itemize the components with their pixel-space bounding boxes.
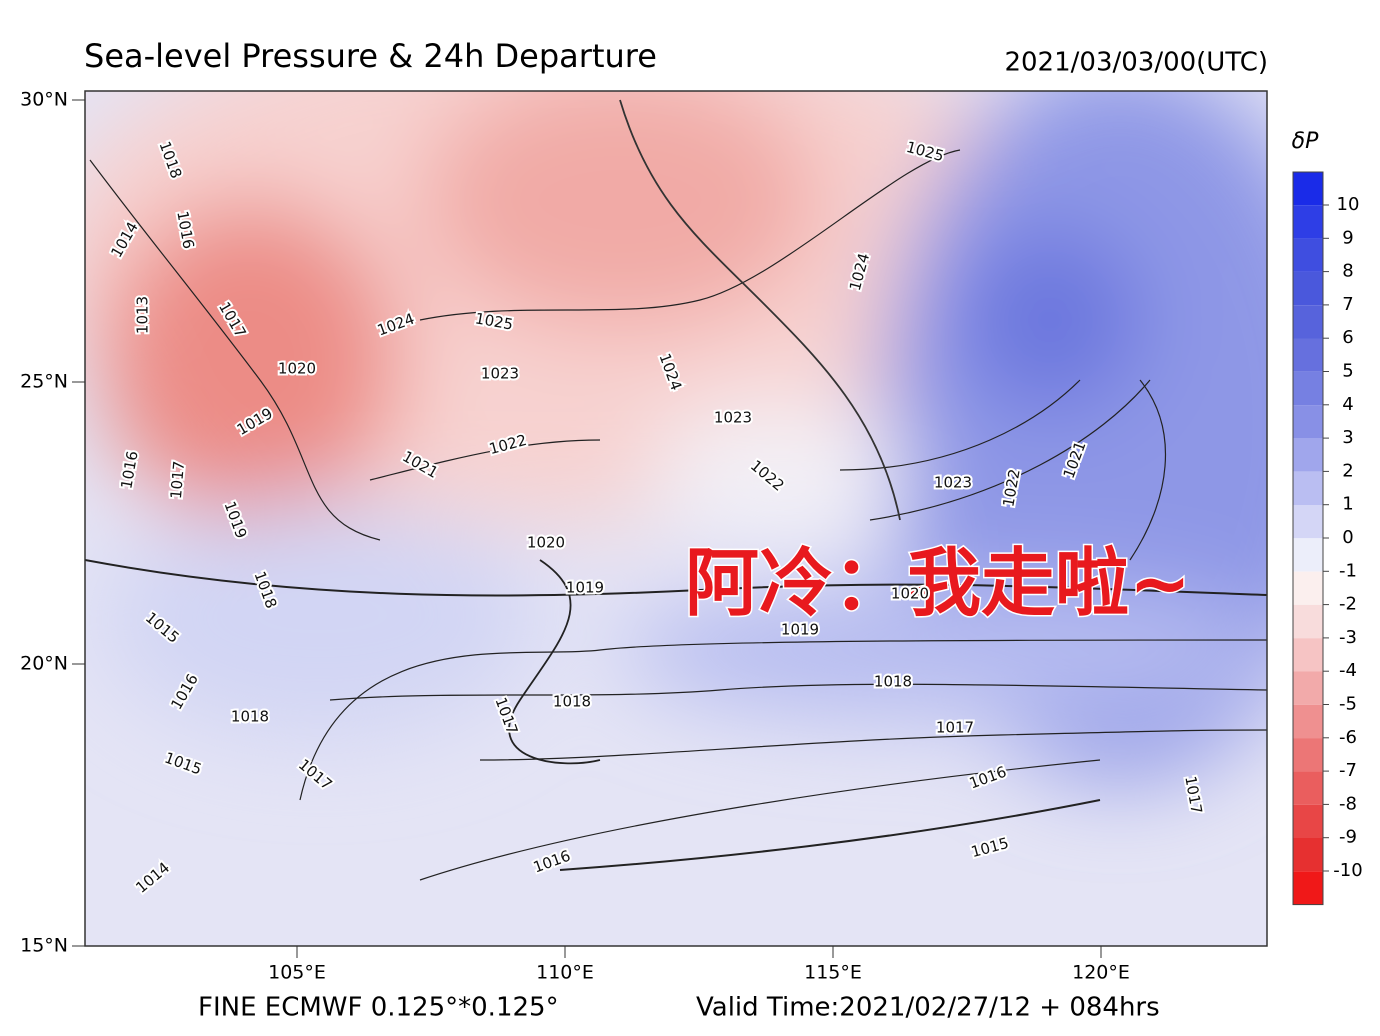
colorbar-tick-label: -7 [1339, 760, 1357, 781]
lon-label: 115°E [804, 962, 862, 984]
colorbar-tick-label: -2 [1339, 594, 1357, 615]
colorbar-tick-label: 8 [1342, 261, 1353, 282]
contour-label: 1019 [566, 579, 604, 597]
contour-label: 1019 [781, 621, 819, 639]
colorbar-tick-label: -9 [1339, 827, 1357, 848]
contour-label: 1020 [527, 534, 565, 552]
map-field [85, 91, 1267, 946]
colorbar-swatch [1293, 371, 1323, 406]
departure-shading [85, 91, 1267, 780]
lat-label: 25°N [20, 371, 68, 393]
colorbar-tick-label: 10 [1337, 194, 1360, 215]
map-frame [84, 90, 1268, 947]
footer-left: FINE ECMWF 0.125°*0.125° [198, 993, 559, 1023]
colorbar-tick-label: 1 [1342, 494, 1353, 515]
colorbar-swatch [1293, 604, 1323, 639]
colorbar-swatch [1293, 238, 1323, 272]
colorbar-swatch [1293, 571, 1323, 605]
colorbar-tick-label: -1 [1339, 560, 1357, 581]
colorbar-swatch [1293, 505, 1323, 539]
colorbar-tick-label: 6 [1342, 327, 1353, 348]
colorbar-tick-label: 0 [1342, 527, 1353, 548]
contour-label: 1020 [278, 360, 316, 378]
date: 2021/03/03/00(UTC) [1004, 48, 1268, 78]
contour-label: 1020 [891, 585, 929, 603]
contour-label: 1018 [231, 708, 269, 726]
colorbar-swatch [1293, 205, 1323, 239]
colorbar-tick-label: -5 [1339, 694, 1357, 715]
contour-label: 1023 [934, 474, 972, 492]
contour-label: 1023 [481, 365, 519, 383]
lon-label: 110°E [536, 962, 594, 984]
lat-label: 30°N [20, 89, 68, 111]
colorbar-swatch [1293, 804, 1323, 838]
overlay-caption: 阿冷：我走啦~ [685, 541, 1191, 627]
contour-label: 1018 [553, 693, 591, 711]
colorbar-tick-label: -8 [1339, 793, 1357, 814]
colorbar-tick-label: 3 [1342, 427, 1353, 448]
colorbar-tick-label: -6 [1339, 727, 1357, 748]
colorbar-tick-label: -3 [1339, 627, 1357, 648]
colorbar-label: δP [1292, 129, 1319, 154]
lon-label: 105°E [268, 962, 326, 984]
lat-label: 20°N [20, 653, 68, 675]
colorbar-tick-label: 7 [1342, 294, 1353, 315]
colorbar-swatch [1293, 838, 1323, 872]
colorbar-tick-label: 5 [1342, 361, 1353, 382]
colorbar-tick-label: 4 [1342, 394, 1353, 415]
lon-label: 120°E [1072, 962, 1130, 984]
footer-right: Valid Time:2021/02/27/12 + 084hrs [696, 993, 1160, 1023]
colorbar-swatch [1293, 871, 1323, 905]
colorbar-tick-label: 9 [1342, 227, 1353, 248]
colorbar-swatch [1293, 405, 1323, 439]
contour-label: 1023 [714, 409, 752, 427]
contour-label: 1017 [167, 460, 188, 500]
colorbar-tick-label: -4 [1339, 660, 1357, 681]
colorbar-swatch [1293, 638, 1323, 672]
colorbar-swatch [1293, 338, 1323, 372]
colorbar-swatch [1293, 671, 1323, 705]
colorbar-swatch [1293, 172, 1323, 206]
lat-label: 15°N [20, 935, 68, 957]
colorbar-swatch [1293, 271, 1323, 306]
contours [85, 99, 1267, 881]
colorbar-tick-label: 2 [1342, 460, 1353, 481]
title: Sea-level Pressure & 24h Departure [84, 37, 657, 75]
colorbar-swatch [1293, 704, 1323, 739]
colorbar-swatch [1293, 538, 1323, 572]
colorbar-swatch [1293, 438, 1323, 472]
contour-label: 1017 [936, 719, 974, 737]
contour-label: 1013 [134, 296, 152, 334]
colorbar-swatch [1293, 471, 1323, 505]
contour-label: 1018 [874, 673, 912, 691]
colorbar-swatch [1293, 305, 1323, 339]
colorbar-swatch [1293, 771, 1323, 805]
colorbar-tick-label: -10 [1333, 860, 1362, 881]
colorbar-swatch [1293, 738, 1323, 772]
